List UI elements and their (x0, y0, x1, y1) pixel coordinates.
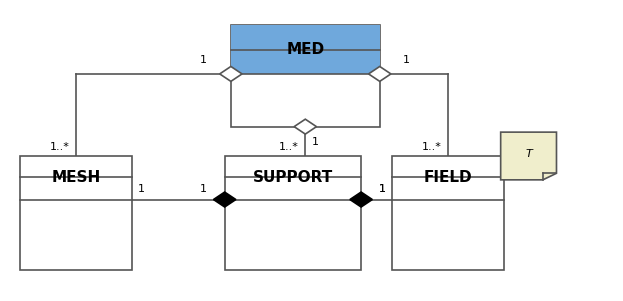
Text: 1: 1 (201, 55, 207, 65)
Bar (20, 157, 131, 270)
Polygon shape (369, 67, 391, 81)
Text: MED: MED (286, 42, 325, 57)
Polygon shape (294, 119, 316, 134)
Text: 1: 1 (201, 184, 207, 194)
Text: 1: 1 (379, 184, 386, 194)
Text: 1..*: 1..* (279, 142, 299, 152)
Text: 1..*: 1..* (422, 142, 442, 152)
Bar (231, 25, 380, 127)
Text: MESH: MESH (51, 170, 100, 185)
Text: 1: 1 (403, 55, 411, 65)
Bar (231, 25, 380, 74)
Text: FIELD: FIELD (424, 170, 472, 185)
Text: T: T (525, 149, 532, 159)
Polygon shape (350, 192, 373, 207)
Text: 1: 1 (312, 137, 318, 147)
Bar (225, 157, 361, 270)
Text: 1..*: 1..* (50, 142, 70, 152)
Polygon shape (214, 192, 236, 207)
Polygon shape (501, 132, 556, 180)
Bar (392, 157, 504, 270)
Text: 1: 1 (379, 184, 386, 194)
Text: SUPPORT: SUPPORT (253, 170, 333, 185)
Text: 1: 1 (138, 184, 145, 194)
Polygon shape (220, 67, 242, 81)
